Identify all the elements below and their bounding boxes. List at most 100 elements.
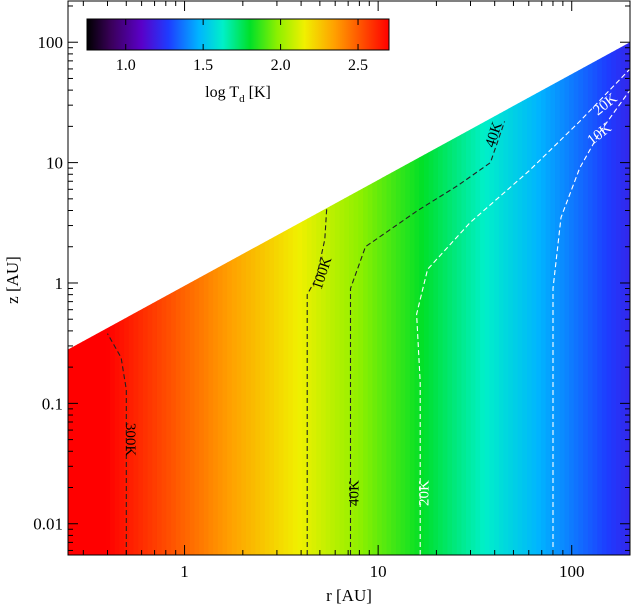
colorbar-title-main: log T — [205, 84, 239, 101]
temperature-band — [203, 42, 210, 555]
temperature-band — [559, 42, 566, 555]
temperature-band — [344, 42, 350, 555]
temperature-band — [466, 42, 472, 555]
temperature-band — [283, 42, 289, 555]
contour-10K — [552, 89, 630, 555]
temperature-band — [573, 42, 580, 555]
temperature-band — [255, 42, 261, 555]
contour-label-40K: 40K — [347, 480, 363, 506]
temperature-band — [320, 42, 327, 555]
temperature-band — [311, 42, 317, 555]
temperature-band — [587, 42, 594, 555]
x-axis-title: r [AU] — [326, 586, 372, 605]
colorbar-tick-label: 2.5 — [348, 57, 368, 74]
temperature-band — [199, 42, 205, 555]
temperature-band — [541, 42, 547, 555]
temperature-band — [470, 42, 477, 555]
temperature-band — [545, 42, 551, 555]
temperature-band — [185, 42, 191, 555]
temperature-band — [217, 42, 224, 555]
contour-label-40K: 40K — [483, 120, 506, 150]
temperature-band — [484, 42, 491, 555]
temperature-band — [428, 42, 434, 555]
colorbar-tick-label: 1.5 — [193, 57, 213, 74]
colorbar: 1.0 1.5 2.0 2.5 log Td [K] — [80, 12, 400, 105]
temperature-band — [208, 42, 214, 555]
temperature-band — [372, 42, 378, 555]
temperature-band — [625, 42, 630, 555]
temperature-band — [531, 42, 537, 555]
temperature-band — [503, 42, 509, 555]
temperature-band — [414, 42, 420, 555]
temperature-band — [377, 42, 383, 555]
temperature-band — [437, 42, 444, 555]
temperature-band — [236, 42, 242, 555]
y-tick-label: 10 — [46, 154, 63, 173]
temperature-band — [292, 42, 299, 555]
temperature-band — [367, 42, 374, 555]
temperature-band — [325, 42, 331, 555]
temperature-band — [391, 42, 397, 555]
temperature-band — [297, 42, 303, 555]
temperature-band — [349, 42, 355, 555]
temperature-band — [461, 42, 467, 555]
temperature-band — [353, 42, 359, 555]
y-tick-label: 1 — [55, 274, 64, 293]
colorbar-tick-label: 2.0 — [271, 57, 291, 74]
temperature-band — [592, 42, 598, 555]
contour-40K — [349, 121, 506, 555]
temperature-band — [245, 42, 252, 555]
temperature-band — [508, 42, 514, 555]
temperature-band — [433, 42, 439, 555]
temperature-band — [569, 42, 575, 555]
y-tick-label: 0.01 — [33, 515, 63, 534]
temperature-band — [405, 42, 411, 555]
temperature-band — [419, 42, 425, 555]
colorbar-title: log Td [K] — [205, 84, 271, 105]
temperature-band — [189, 42, 196, 555]
temperature-band — [306, 42, 313, 555]
temperature-band — [615, 42, 622, 555]
temperature-band — [606, 42, 612, 555]
temperature-band — [161, 42, 167, 555]
temperature-band — [231, 42, 238, 555]
temperature-band — [583, 42, 589, 555]
contour-lines — [107, 68, 630, 555]
temperature-band — [475, 42, 481, 555]
plot-frame — [67, 0, 631, 556]
contour-label-300K: 300K — [122, 423, 138, 457]
colorbar-title-unit: [K] — [245, 84, 271, 101]
temperature-band — [274, 42, 280, 555]
temperature-band — [578, 42, 584, 555]
contour-300K — [107, 333, 127, 555]
x-tick-label: 1 — [180, 562, 189, 581]
temperature-band — [264, 42, 270, 555]
temperature-band — [447, 42, 453, 555]
colorbar-gradient — [86, 18, 390, 51]
temperature-band — [72, 42, 78, 555]
contour-label-20K: 20K — [417, 480, 433, 506]
axis-ticks: 1 10 100 0.01 0.1 1 10 100 — [33, 1, 631, 581]
temperature-band — [386, 42, 392, 555]
temperature-band — [395, 42, 402, 555]
temperature-band — [442, 42, 448, 555]
temperature-band — [363, 42, 369, 555]
temperature-band — [227, 42, 233, 555]
colorbar-title-subscript: d — [239, 93, 245, 105]
temperature-band — [339, 42, 345, 555]
temperature-band — [409, 42, 416, 555]
temperature-band — [452, 42, 458, 555]
y-tick-label: 0.1 — [42, 394, 63, 413]
temperature-band — [302, 42, 308, 555]
temperature-band — [536, 42, 542, 555]
temperature-band — [564, 42, 570, 555]
temperature-band — [456, 42, 462, 555]
temperature-band — [423, 42, 430, 555]
temperature-band — [526, 42, 533, 555]
temperature-band — [494, 42, 500, 555]
temperature-band — [517, 42, 523, 555]
temperature-band — [334, 42, 341, 555]
temperature-band — [480, 42, 486, 555]
temperature-band — [213, 42, 219, 555]
